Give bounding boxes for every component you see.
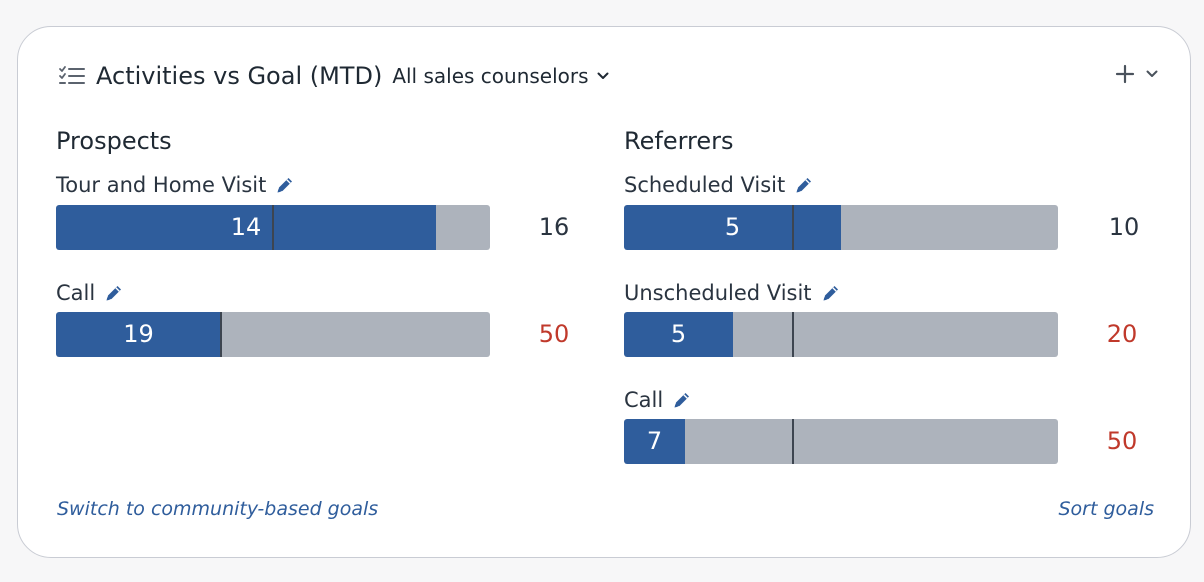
goal-bar-fill (624, 419, 685, 464)
goal-label-text: Call (56, 281, 96, 305)
counselor-filter-dropdown[interactable]: All sales counselors (392, 64, 609, 88)
switch-community-goals-link[interactable]: Switch to community-based goals (57, 498, 379, 520)
referrers-title: Referrers (624, 127, 734, 155)
checklist-icon (59, 66, 85, 84)
goal-bar-fill (56, 205, 436, 250)
goal-target-value: 20 (1106, 320, 1138, 348)
goal-label-text: Call (624, 388, 664, 412)
goal-actual-value: 5 (670, 320, 687, 348)
goal-bar: 5 (624, 205, 1058, 250)
goal-pace-marker (792, 419, 794, 464)
chevron-down-icon (597, 72, 609, 79)
goal-label-text: Unscheduled Visit (624, 281, 812, 305)
goal-label-unscheduled-visit: Unscheduled Visit (624, 281, 842, 305)
goal-label-text: Tour and Home Visit (56, 173, 267, 197)
plus-icon[interactable] (1114, 63, 1136, 85)
goal-actual-value: 14 (230, 213, 262, 241)
header-actions (1114, 63, 1158, 85)
goal-bar-fill (56, 312, 221, 357)
goal-bar: 5 (624, 312, 1058, 357)
goal-pace-marker (792, 312, 794, 357)
pencil-icon[interactable] (793, 174, 815, 196)
goal-actual-value: 7 (646, 427, 663, 455)
pencil-icon[interactable] (274, 174, 296, 196)
goal-label-tour-home-visit: Tour and Home Visit (56, 173, 296, 197)
pencil-icon[interactable] (820, 282, 842, 304)
goal-bar: 14 (56, 205, 490, 250)
goal-pace-marker (792, 205, 794, 250)
goal-actual-value: 5 (724, 213, 741, 241)
card-title: Activities vs Goal (MTD) (96, 62, 383, 90)
goal-bar-fill (624, 205, 841, 250)
goal-pace-marker (220, 312, 222, 357)
goal-label-call: Call (56, 281, 125, 305)
counselor-filter-label: All sales counselors (392, 64, 589, 88)
goal-label-text: Scheduled Visit (624, 173, 786, 197)
goal-target-value: 50 (538, 320, 570, 348)
pencil-icon[interactable] (103, 282, 125, 304)
activities-vs-goal-card: Activities vs Goal (MTD) All sales couns… (17, 26, 1191, 558)
goal-pace-marker (272, 205, 274, 250)
goal-target-value: 10 (1108, 213, 1140, 241)
goal-bar-fill (624, 312, 733, 357)
goal-label-referrer-call: Call (624, 388, 693, 412)
goal-label-scheduled-visit: Scheduled Visit (624, 173, 815, 197)
sort-goals-link[interactable]: Sort goals (1058, 498, 1155, 520)
collapse-chevron-down-icon[interactable] (1146, 70, 1158, 78)
goal-target-value: 50 (1106, 427, 1138, 455)
prospects-title: Prospects (56, 127, 172, 155)
pencil-icon[interactable] (671, 389, 693, 411)
goal-bar: 19 (56, 312, 490, 357)
card-header: Activities vs Goal (MTD) All sales couns… (58, 61, 609, 91)
goal-actual-value: 19 (123, 320, 154, 348)
goal-bar: 7 (624, 419, 1058, 464)
goal-target-value: 16 (538, 213, 570, 241)
